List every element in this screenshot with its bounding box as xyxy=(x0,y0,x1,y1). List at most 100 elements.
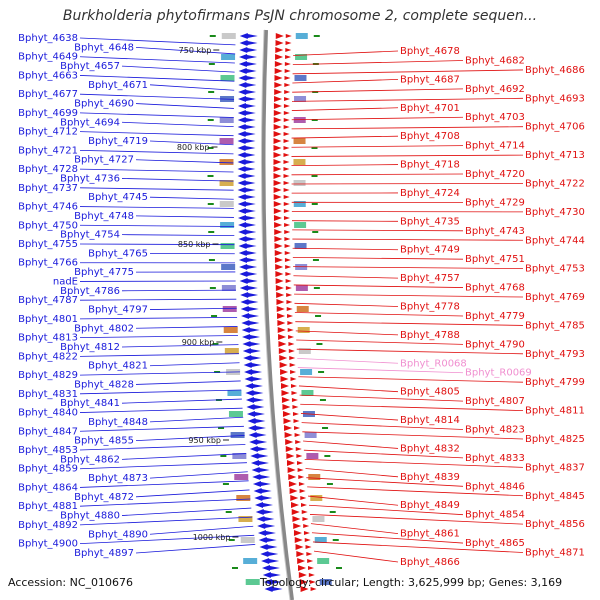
leader-line-forward xyxy=(80,169,233,172)
gene-label-reverse[interactable]: Bphyt_4814 xyxy=(400,415,460,426)
gene-label-forward[interactable]: Bphyt_4864 xyxy=(18,482,78,493)
gene-label-reverse[interactable]: Bphyt_4846 xyxy=(465,481,525,492)
gene-label-reverse[interactable]: Bphyt_4729 xyxy=(465,197,525,208)
gene-label-forward[interactable]: Bphyt_4727 xyxy=(74,155,134,166)
gene-label-reverse[interactable]: Bphyt_4778 xyxy=(400,302,460,313)
gene-label-reverse[interactable]: Bphyt_4811 xyxy=(525,406,585,417)
gene-label-reverse[interactable]: Bphyt_4744 xyxy=(525,235,585,246)
gene-label-reverse[interactable]: Bphyt_4866 xyxy=(400,557,460,568)
gene-label-reverse[interactable]: Bphyt_4686 xyxy=(525,65,585,76)
gene-label-reverse[interactable]: Bphyt_4871 xyxy=(525,548,585,559)
gene-label-reverse[interactable]: Bphyt_4825 xyxy=(525,434,585,445)
gene-label-reverse[interactable]: Bphyt_4678 xyxy=(400,46,460,57)
gene-label-forward[interactable]: Bphyt_4737 xyxy=(18,183,78,194)
gene-label-reverse[interactable]: Bphyt_4687 xyxy=(400,74,460,85)
gene-label-forward[interactable]: Bphyt_4859 xyxy=(18,464,78,475)
gene-label-forward[interactable]: Bphyt_4765 xyxy=(88,248,148,259)
gene-label-forward[interactable]: Bphyt_4755 xyxy=(18,239,78,250)
gene-label-reverse[interactable]: Bphyt_4849 xyxy=(400,500,460,511)
gene-label-reverse[interactable]: Bphyt_4706 xyxy=(525,122,585,133)
gene-label-forward[interactable]: Bphyt_4897 xyxy=(74,548,134,559)
gene-label-reverse[interactable]: Bphyt_4854 xyxy=(465,510,525,521)
gene-label-reverse[interactable]: Bphyt_4693 xyxy=(525,93,585,104)
gene-label-reverse[interactable]: Bphyt_4856 xyxy=(525,519,585,530)
gene-label-forward[interactable]: Bphyt_4801 xyxy=(18,314,78,325)
gene-label-forward[interactable]: Bphyt_4745 xyxy=(88,192,148,203)
gene-label-forward[interactable]: Bphyt_4766 xyxy=(18,258,78,269)
gene-label-reverse[interactable]: Bphyt_4743 xyxy=(465,226,525,237)
gene-label-forward[interactable]: Bphyt_4721 xyxy=(18,145,78,156)
gene-label-reverse[interactable]: Bphyt_4832 xyxy=(400,443,460,454)
gene-label-forward[interactable]: Bphyt_4821 xyxy=(88,361,148,372)
gene-label-reverse[interactable]: Bphyt_4845 xyxy=(525,491,585,502)
gene-label-reverse[interactable]: Bphyt_4793 xyxy=(525,349,585,360)
feature-block xyxy=(243,558,257,564)
gene-label-forward[interactable]: Bphyt_4775 xyxy=(74,267,134,278)
reverse-gene-arrow xyxy=(275,47,291,53)
gene-label-forward[interactable]: Bphyt_4748 xyxy=(74,211,134,222)
gene-label-forward[interactable]: Bphyt_4840 xyxy=(18,408,78,419)
gene-label-forward[interactable]: Bphyt_4648 xyxy=(74,42,134,53)
gene-label-forward[interactable]: Bphyt_4690 xyxy=(74,99,134,110)
gene-label-reverse[interactable]: Bphyt_4718 xyxy=(400,160,460,171)
gene-label-reverse[interactable]: Bphyt_4805 xyxy=(400,387,460,398)
gene-label-reverse[interactable]: Bphyt_4865 xyxy=(465,538,525,549)
gene-label-forward[interactable]: Bphyt_4802 xyxy=(74,323,134,334)
gene-label-reverse[interactable]: Bphyt_4701 xyxy=(400,103,460,114)
gene-label-reverse[interactable]: Bphyt_4833 xyxy=(465,453,525,464)
gene-label-forward[interactable]: Bphyt_4892 xyxy=(18,520,78,531)
gene-label-forward[interactable]: Bphyt_4677 xyxy=(18,89,78,100)
gene-label-forward[interactable]: Bphyt_4873 xyxy=(88,473,148,484)
gene-label-reverse[interactable]: Bphyt_4790 xyxy=(465,339,525,350)
leader-line-reverse xyxy=(292,79,398,83)
gene-label-reverse[interactable]: Bphyt_4730 xyxy=(525,207,585,218)
gene-label-reverse[interactable]: Bphyt_4823 xyxy=(465,425,525,436)
gene-label-rna[interactable]: Bphyt_R0069 xyxy=(465,368,532,379)
gene-label-forward[interactable]: Bphyt_4638 xyxy=(18,33,78,44)
gene-label-forward[interactable]: Bphyt_4828 xyxy=(74,379,134,390)
gene-label-reverse[interactable]: Bphyt_4724 xyxy=(400,188,460,199)
gene-label-reverse[interactable]: Bphyt_4799 xyxy=(525,377,585,388)
gene-label-forward[interactable]: Bphyt_4797 xyxy=(88,305,148,316)
gene-label-reverse[interactable]: Bphyt_4703 xyxy=(465,112,525,123)
gene-label-forward[interactable]: Bphyt_4787 xyxy=(18,295,78,306)
gene-label-reverse[interactable]: Bphyt_4837 xyxy=(525,462,585,473)
gene-label-forward[interactable]: Bphyt_4829 xyxy=(18,370,78,381)
gene-label-reverse[interactable]: Bphyt_4682 xyxy=(465,55,525,66)
gene-label-reverse[interactable]: Bphyt_4692 xyxy=(465,84,525,95)
gene-label-forward[interactable]: Bphyt_4847 xyxy=(18,426,78,437)
gene-label-forward[interactable]: Bphyt_4663 xyxy=(18,70,78,81)
gene-label-forward[interactable]: Bphyt_4712 xyxy=(18,127,78,138)
gene-label-forward[interactable]: Bphyt_4855 xyxy=(74,436,134,447)
gene-label-reverse[interactable]: Bphyt_4757 xyxy=(400,273,460,284)
gene-label-rna[interactable]: Bphyt_R0068 xyxy=(400,358,467,369)
gene-label-forward[interactable]: Bphyt_4890 xyxy=(88,529,148,540)
circular-genome-map[interactable]: 750 kbp800 kbp850 kbp900 kbp950 kbp1000 … xyxy=(0,0,600,600)
gene-label-reverse[interactable]: Bphyt_4768 xyxy=(465,283,525,294)
gene-label-forward[interactable]: Bphyt_4900 xyxy=(18,539,78,550)
gene-label-reverse[interactable]: Bphyt_4779 xyxy=(465,311,525,322)
gene-label-forward[interactable]: Bphyt_4719 xyxy=(88,136,148,147)
gene-label-reverse[interactable]: Bphyt_4722 xyxy=(525,178,585,189)
gene-label-reverse[interactable]: Bphyt_4749 xyxy=(400,245,460,256)
gene-label-reverse[interactable]: Bphyt_4735 xyxy=(400,216,460,227)
gene-label-reverse[interactable]: Bphyt_4720 xyxy=(465,169,525,180)
gene-label-reverse[interactable]: Bphyt_4785 xyxy=(525,320,585,331)
gene-label-forward[interactable]: Bphyt_4671 xyxy=(88,80,148,91)
gene-label-reverse[interactable]: Bphyt_4708 xyxy=(400,131,460,142)
gene-label-reverse[interactable]: Bphyt_4788 xyxy=(400,330,460,341)
gene-label-forward[interactable]: Bphyt_4822 xyxy=(18,351,78,362)
gene-label-reverse[interactable]: Bphyt_4713 xyxy=(525,150,585,161)
gene-label-reverse[interactable]: Bphyt_4753 xyxy=(525,264,585,275)
gene-label-forward[interactable]: Bphyt_4872 xyxy=(74,492,134,503)
gene-label-reverse[interactable]: Bphyt_4714 xyxy=(465,141,525,152)
gene-label-reverse[interactable]: Bphyt_4807 xyxy=(465,396,525,407)
reverse-gene-arrow xyxy=(274,117,290,123)
gene-label-reverse[interactable]: Bphyt_4839 xyxy=(400,472,460,483)
gene-label-reverse[interactable]: Bphyt_4861 xyxy=(400,529,460,540)
gene-label-forward[interactable]: Bphyt_4746 xyxy=(18,202,78,213)
gene-label-reverse[interactable]: Bphyt_4769 xyxy=(525,292,585,303)
gene-label-forward[interactable]: Bphyt_4848 xyxy=(88,417,148,428)
feature-block xyxy=(241,537,255,543)
gene-label-reverse[interactable]: Bphyt_4751 xyxy=(465,254,525,265)
